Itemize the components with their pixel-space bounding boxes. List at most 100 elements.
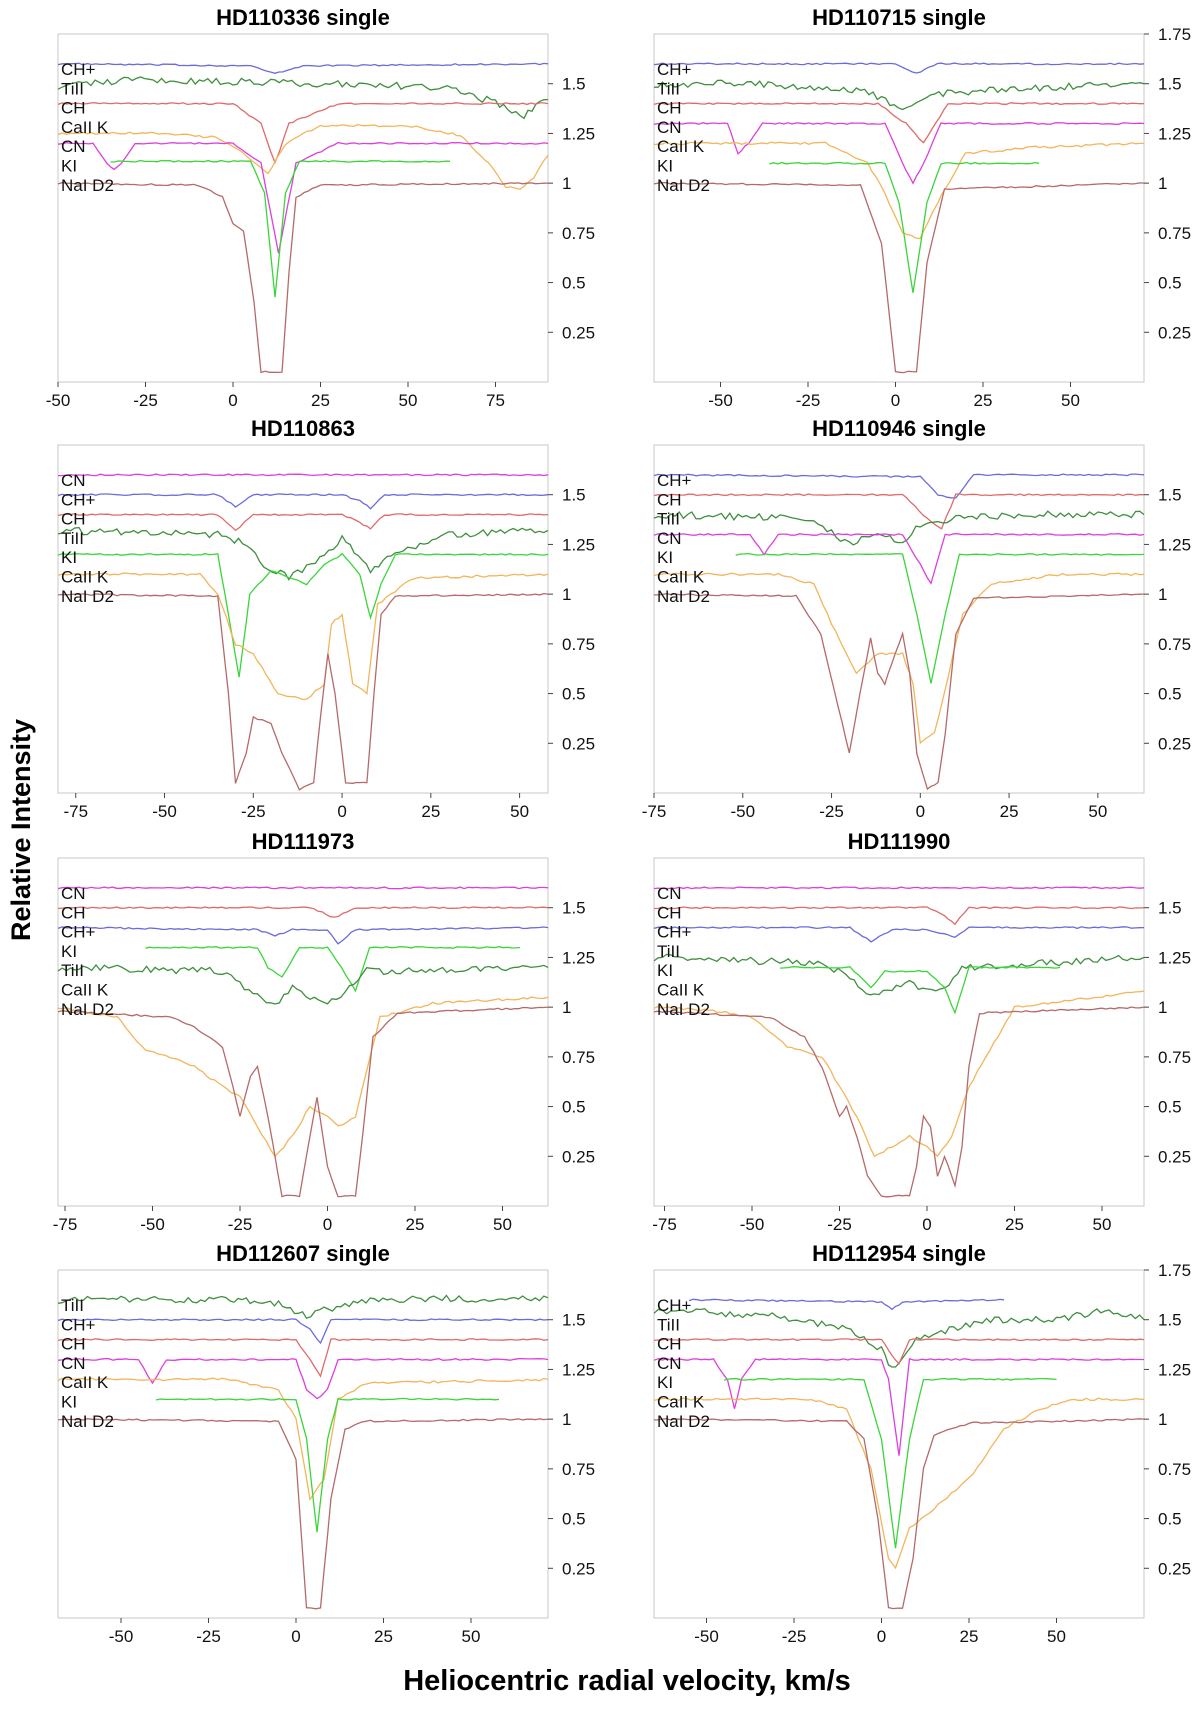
series-label: NaI D2 (61, 1412, 114, 1431)
x-tick-label: 0 (891, 391, 900, 410)
y-tick-label: 0.25 (1158, 323, 1191, 342)
series-line-cn (57, 473, 549, 477)
x-tick-label: 25 (406, 1215, 425, 1234)
series-label: CaII K (61, 118, 109, 137)
series-line-ch (653, 1338, 1145, 1365)
series-line-tiii (57, 76, 549, 120)
series-label: NaI D2 (657, 176, 710, 195)
y-tick-label: 0.5 (1158, 274, 1182, 293)
series-line-naid2 (653, 1418, 1145, 1610)
y-tick-label: 1.25 (1158, 1360, 1191, 1379)
y-tick-label: 0.5 (1158, 1510, 1182, 1529)
x-tick-label: 50 (462, 1627, 481, 1646)
panel-title: HD110336 single (216, 5, 390, 30)
plot-frame (653, 33, 1145, 383)
y-tick-label: 0.5 (1158, 1098, 1182, 1117)
x-tick-label: 0 (291, 1627, 300, 1646)
series-line-ch (653, 926, 1145, 943)
y-tick-label: 0.75 (562, 1048, 595, 1067)
plot-frame (57, 444, 549, 794)
x-tick-label: -50 (730, 802, 755, 821)
panel-8: HD112954 single -50 -25 0 25 50 0.25 0.5 0.75 1 1.… (653, 1241, 1191, 1646)
series-line-tiii (57, 1294, 549, 1319)
series-line-ch (653, 473, 1145, 499)
y-tick-label: 1.25 (562, 948, 595, 967)
y-tick-label: 0.75 (1158, 224, 1191, 243)
series-line-ki (723, 1377, 1057, 1549)
series-line-cn (57, 886, 549, 890)
x-tick-label: 25 (1000, 802, 1019, 821)
series-line-caiik (653, 141, 1144, 240)
x-tick-label: 25 (974, 391, 993, 410)
series-line-ki (155, 1397, 500, 1533)
panel-title: HD112607 single (216, 1241, 390, 1266)
series-label: CN (61, 1354, 86, 1373)
x-tick-label: -25 (819, 802, 844, 821)
x-tick-label: -50 (694, 1627, 719, 1646)
x-tick-label: -25 (782, 1627, 807, 1646)
x-tick-label: 0 (922, 1215, 931, 1234)
y-tick-label: 0.25 (1158, 734, 1191, 753)
series-line-ch (653, 102, 1145, 144)
x-axis-label: Heliocentric radial velocity, km/s (403, 1665, 851, 1697)
series-label: KI (61, 1393, 77, 1412)
series-label: CH (61, 510, 86, 529)
series-label: CaII K (657, 137, 705, 156)
series-line-naid2 (653, 181, 1145, 374)
y-tick-label: 1 (562, 1410, 571, 1429)
x-tick-label: -25 (241, 802, 266, 821)
y-tick-label: 0.75 (1158, 1460, 1191, 1479)
x-tick-label: 75 (486, 391, 505, 410)
x-tick-label: 50 (399, 391, 418, 410)
series-line-naid2 (57, 592, 549, 791)
series-line-ki (769, 161, 1040, 293)
series-label: CH+ (657, 60, 692, 79)
x-tick-label: -50 (708, 391, 733, 410)
series-label: CaII K (61, 981, 109, 1000)
series-label: TiII (61, 961, 84, 980)
series-label: CH (657, 903, 682, 922)
series-label: CH (61, 99, 86, 118)
panel-title: HD111990 (848, 829, 951, 854)
series-line-caiik (57, 123, 549, 190)
series-label: CaII K (657, 568, 705, 587)
y-tick-label: 1.25 (562, 124, 595, 143)
series-label: NaI D2 (61, 587, 114, 606)
series-line-ch (653, 62, 1145, 74)
x-tick-label: 50 (1061, 391, 1080, 410)
y-tick-label: 0.25 (562, 1559, 595, 1578)
y-tick-label: 1.5 (562, 486, 586, 505)
series-line-ch (57, 926, 549, 945)
series-label: CN (61, 471, 86, 490)
series-line-ch (653, 906, 1145, 926)
series-line-tiii (654, 79, 1145, 111)
y-tick-label: 0.75 (1158, 1048, 1191, 1067)
series-line-ch (57, 513, 549, 532)
y-tick-label: 1.5 (1158, 75, 1182, 94)
x-tick-label: -25 (796, 391, 821, 410)
series-label: KI (61, 548, 77, 567)
series-line-ch (688, 1298, 1005, 1311)
y-tick-label: 0.5 (562, 1510, 586, 1529)
series-line-naid2 (653, 1006, 1145, 1198)
panel-title: HD110946 single (812, 416, 986, 441)
y-tick-label: 0.5 (1158, 685, 1182, 704)
series-line-cn (653, 122, 1145, 185)
y-tick-label: 0.25 (1158, 1559, 1191, 1578)
series-label: CN (61, 137, 86, 156)
y-tick-label: 1.5 (1158, 1311, 1182, 1330)
series-line-caiik (57, 1377, 549, 1502)
series-label: TiII (657, 1315, 680, 1334)
x-tick-label: 50 (510, 802, 529, 821)
y-tick-label: 1.25 (1158, 948, 1191, 967)
series-line-cn (653, 886, 1145, 890)
series-label: TiII (61, 79, 84, 98)
series-label: NaI D2 (657, 587, 710, 606)
series-line-naid2 (57, 1006, 549, 1198)
series-label: CN (657, 529, 682, 548)
series-line-ch (57, 493, 549, 510)
x-tick-label: -75 (642, 802, 667, 821)
series-label: KI (657, 961, 673, 980)
x-tick-label: 25 (1005, 1215, 1024, 1234)
